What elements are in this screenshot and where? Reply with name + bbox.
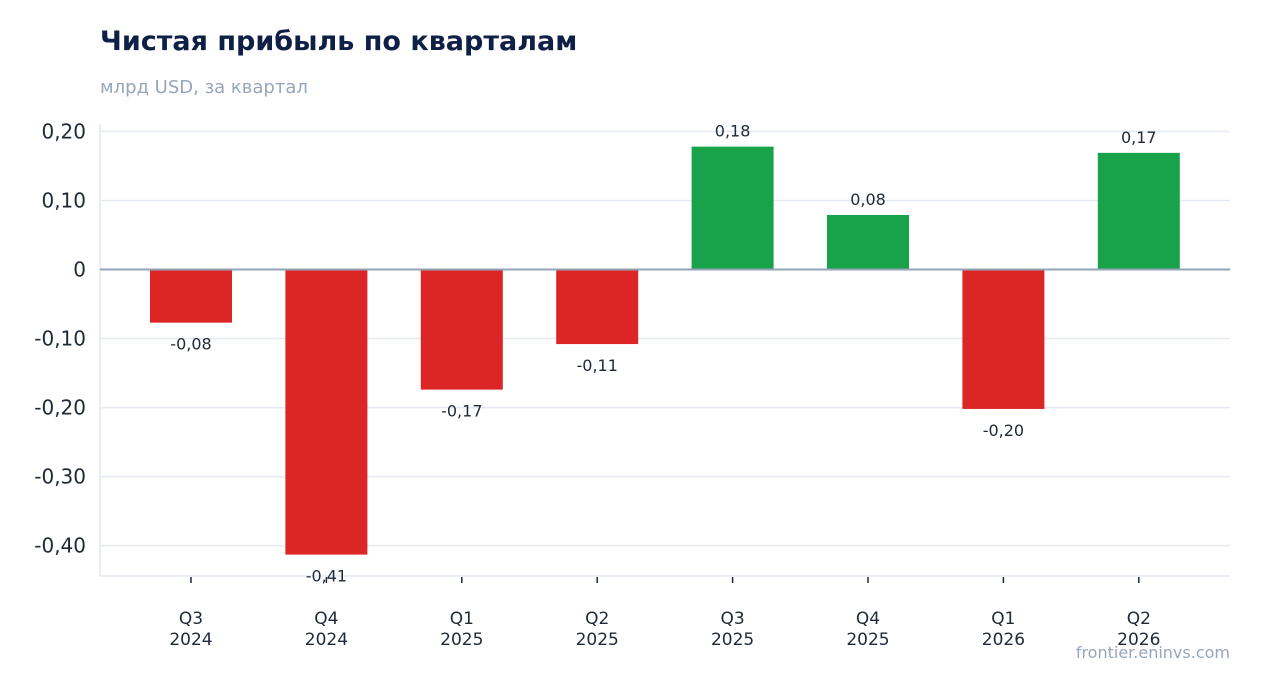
- x-tick-label-year: 2024: [169, 630, 212, 650]
- data-label: -0,11: [576, 356, 617, 375]
- y-tick-labels: 0,20 0,10 0 -0,10 -0,20 -0,30 -0,40: [34, 119, 86, 557]
- x-tick-label-year: 2024: [305, 630, 348, 650]
- bar: [1097, 152, 1180, 270]
- y-tick-label: 0,10: [41, 188, 86, 212]
- x-tick-label-year: 2025: [576, 630, 619, 650]
- data-label: -0,17: [441, 402, 482, 421]
- bar: [691, 146, 774, 270]
- x-tick-labels: Q32024Q42024Q12025Q22025Q32025Q42025Q120…: [169, 577, 1160, 650]
- x-tick-label-quarter: Q4: [314, 609, 338, 629]
- data-labels: -0,08 -0,41 -0,17 -0,11 0,18 0,08 -0,20 0,17: [170, 122, 1156, 586]
- bar: [962, 269, 1045, 409]
- x-tick-label-quarter: Q2: [1127, 609, 1151, 629]
- bar: [285, 269, 368, 555]
- x-tick-label-quarter: Q1: [450, 609, 474, 629]
- y-tick-label: -0,30: [34, 465, 86, 489]
- data-label: -0,41: [306, 567, 347, 586]
- x-tick-label-year: 2025: [440, 630, 483, 650]
- chart-subtitle: млрд USD, за квартал: [100, 77, 308, 98]
- data-label: -0,08: [170, 335, 211, 354]
- data-label: 0,08: [850, 190, 886, 209]
- x-tick-label-year: 2025: [711, 630, 754, 650]
- data-label: -0,20: [983, 421, 1024, 440]
- axes: [99, 124, 1230, 577]
- x-tick-label-quarter: Q1: [991, 609, 1015, 629]
- y-tick-label: -0,40: [34, 534, 86, 558]
- x-tick-label-quarter: Q3: [720, 609, 744, 629]
- bars: [100, 146, 1230, 555]
- bar: [420, 269, 503, 390]
- grid-lines: [100, 130, 1230, 547]
- source-watermark: frontier.eninvs.com: [1075, 643, 1230, 662]
- x-tick-label-quarter: Q3: [179, 609, 203, 629]
- x-tick-label-quarter: Q2: [585, 609, 609, 629]
- x-tick-label-year: 2025: [846, 630, 889, 650]
- x-tick-label-year: 2026: [1117, 630, 1160, 650]
- bar: [827, 214, 909, 270]
- bar: [556, 269, 639, 345]
- chart-title: Чистая прибыль по кварталам: [100, 26, 578, 57]
- y-tick-label: 0: [73, 258, 86, 282]
- data-label: 0,18: [715, 122, 751, 141]
- y-tick-label: -0,10: [34, 327, 86, 351]
- y-tick-label: 0,20: [41, 119, 86, 143]
- x-tick-label-year: 2026: [982, 630, 1025, 650]
- data-label: 0,17: [1121, 128, 1157, 147]
- x-tick-label-quarter: Q4: [856, 609, 880, 629]
- y-tick-label: -0,20: [34, 396, 86, 420]
- bar: [150, 269, 232, 323]
